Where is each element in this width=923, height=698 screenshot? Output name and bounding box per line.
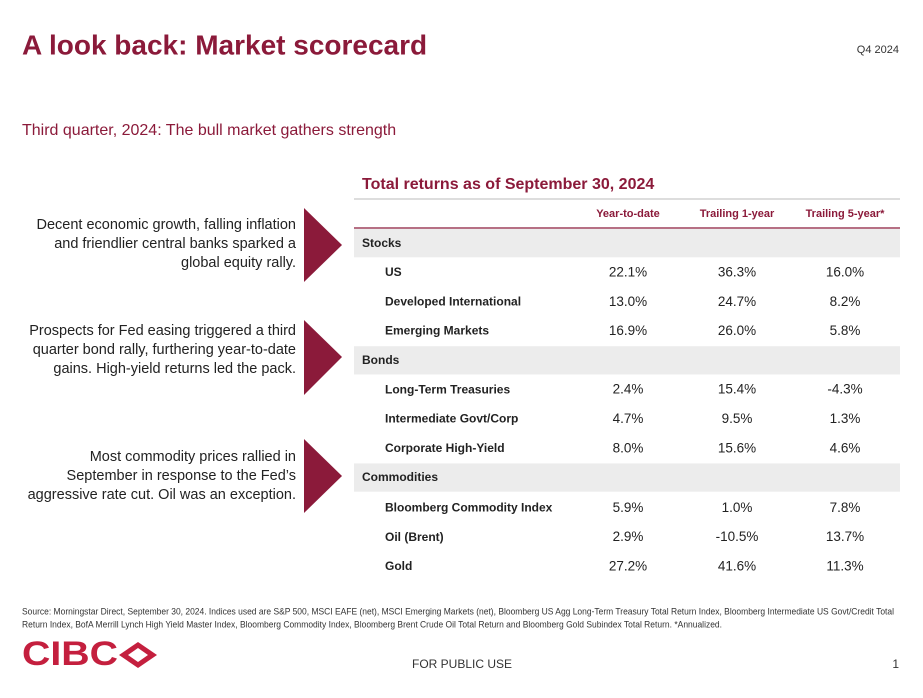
commentary-line: gains. High-yield returns led the pack. <box>53 361 296 377</box>
row-label: Emerging Markets <box>385 324 489 338</box>
cell-value: 2.4% <box>613 382 644 397</box>
cell-value: -4.3% <box>827 382 862 397</box>
row-label: Developed International <box>385 294 521 308</box>
column-header: Trailing 1-year <box>700 208 775 220</box>
source-note: Return Index, BofA Merrill Lynch High Yi… <box>22 619 722 629</box>
commentary-line: Prospects for Fed easing triggered a thi… <box>29 323 296 339</box>
cell-value: 15.4% <box>718 382 756 397</box>
commentary-line: and friendlier central banks sparked a <box>54 236 297 252</box>
cell-value: 26.0% <box>718 323 756 338</box>
cell-value: 2.9% <box>613 529 644 544</box>
logo-text: CIBC <box>22 635 118 673</box>
logo: CIBC <box>22 635 157 673</box>
cell-value: 36.3% <box>718 265 756 280</box>
cell-value: 16.9% <box>609 323 647 338</box>
commentary-line: Decent economic growth, falling inflatio… <box>36 217 296 233</box>
cell-value: 22.1% <box>609 265 647 280</box>
subtitle: Third quarter, 2024: The bull market gat… <box>22 122 396 139</box>
arrow <box>304 439 342 513</box>
slide-date: Q4 2024 <box>857 44 899 56</box>
row-label: Oil (Brent) <box>385 530 444 544</box>
column-header: Year-to-date <box>596 208 660 220</box>
cell-value: 41.6% <box>718 559 756 574</box>
cell-value: 13.0% <box>609 294 647 309</box>
section-label: Stocks <box>362 236 402 250</box>
cell-value: 7.8% <box>830 500 861 515</box>
column-header: Trailing 5-year* <box>806 208 886 220</box>
row-label: Bloomberg Commodity Index <box>385 501 553 515</box>
cell-value: 16.0% <box>826 265 864 280</box>
section-row <box>354 229 900 258</box>
section-row <box>354 346 900 375</box>
cell-value: 1.3% <box>830 411 861 426</box>
row-label: Intermediate Govt/Corp <box>385 412 518 426</box>
commentary-line: aggressive rate cut. Oil was an exceptio… <box>28 487 296 503</box>
commentary-line: September in response to the Fed’s <box>67 468 296 484</box>
cell-value: 8.0% <box>613 440 644 455</box>
cell-value: 13.7% <box>826 529 864 544</box>
cell-value: 24.7% <box>718 294 756 309</box>
arrow <box>304 320 342 395</box>
row-label: Corporate High-Yield <box>385 441 505 455</box>
cell-value: 5.9% <box>613 500 644 515</box>
cell-value: 27.2% <box>609 559 647 574</box>
cell-value: 4.6% <box>830 440 861 455</box>
cell-value: 1.0% <box>722 500 753 515</box>
classification: FOR PUBLIC USE <box>412 657 512 671</box>
row-label: US <box>385 265 402 279</box>
section-row <box>354 463 900 492</box>
logo-diamond-inner <box>128 648 148 662</box>
cell-value: -10.5% <box>716 529 759 544</box>
table-title: Total returns as of September 30, 2024 <box>362 176 654 193</box>
cell-value: 9.5% <box>722 411 753 426</box>
cell-value: 4.7% <box>613 411 644 426</box>
commentary-line: quarter bond rally, furthering year-to-d… <box>33 342 296 358</box>
row-label: Gold <box>385 559 412 573</box>
source-note: Source: Morningstar Direct, September 30… <box>22 606 894 616</box>
slide-title: A look back: Market scorecard <box>22 29 427 60</box>
page-number: 1 <box>892 657 899 671</box>
cell-value: 11.3% <box>826 559 863 574</box>
arrow <box>304 208 342 282</box>
section-label: Commodities <box>362 470 438 484</box>
cell-value: 5.8% <box>830 323 861 338</box>
section-label: Bonds <box>362 353 400 367</box>
commentary-line: Most commodity prices rallied in <box>90 449 296 465</box>
row-label: Long-Term Treasuries <box>385 382 510 396</box>
commentary-line: global equity rally. <box>181 255 296 271</box>
cell-value: 8.2% <box>830 294 861 309</box>
cell-value: 15.6% <box>718 440 756 455</box>
